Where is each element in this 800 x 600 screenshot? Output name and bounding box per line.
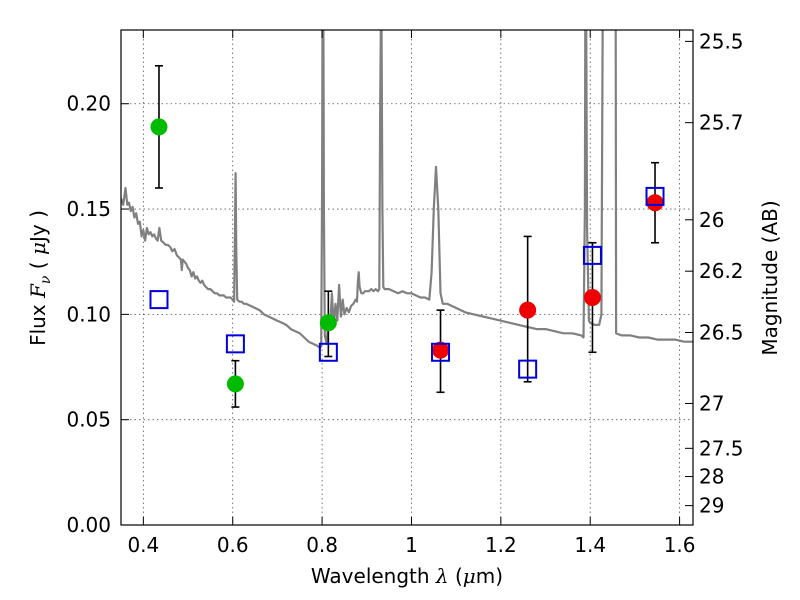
magnitude-tick-label: 28 [699,465,724,489]
model-spectrum [121,30,693,350]
model-point [518,359,538,379]
magnitude-tick-label: 25.7 [699,111,744,135]
plot-frame [120,29,694,526]
data-point [583,289,601,307]
magnitude-tick-label: 25.5 [699,29,744,53]
x-tick-label: 1 [405,533,418,557]
magnitude-tick-label: 27 [699,391,724,415]
data-point [646,194,664,212]
model-point [431,342,451,362]
data-markers [149,118,665,393]
grid [121,30,693,526]
x-tick-label: 0.4 [127,533,159,557]
x-tick-label: 1.4 [574,533,606,557]
model-point [645,186,665,206]
y-tick-label: 0.05 [66,408,111,432]
magnitude-tick-label: 26 [699,208,724,232]
model-point [318,342,338,362]
x-tick-label: 1.2 [485,533,517,557]
data-point [319,314,337,332]
x-tick-label: 0.8 [306,533,338,557]
axis-ticks [121,30,693,526]
plot-area [121,30,693,408]
magnitude-tick-label: 29 [699,494,724,518]
magnitude-tick-label: 26.2 [699,259,744,283]
data-point [150,118,168,136]
data-point [226,375,244,393]
y2-axis-label: Magnitude (AB) [758,200,782,355]
y-tick-label: 0.10 [66,302,111,326]
x-tick-label: 1.6 [664,533,696,557]
model-point [149,290,169,310]
tick-labels: 0.4 0.6 0.8 1 1.2 1.4 1.6 0.00 0.05 0.10 0.15 0.20 2… [66,29,743,557]
error-bars [154,65,660,408]
magnitude-tick-label: 27.5 [699,436,744,460]
model-point [582,245,602,265]
y-tick-label: 0.20 [66,92,111,116]
x-tick-label: 0.6 [217,533,249,557]
model-point [225,334,245,354]
data-point [519,301,537,319]
magnitude-tick-label: 26.5 [699,320,744,344]
y-tick-label: 0.00 [66,513,111,537]
y-tick-label: 0.15 [66,197,111,221]
y-axis-label: Flux Fν ( μJy ) [26,210,54,346]
spectrum-line [121,30,693,350]
x-axis-label: Wavelength λ (μm) [311,564,503,588]
